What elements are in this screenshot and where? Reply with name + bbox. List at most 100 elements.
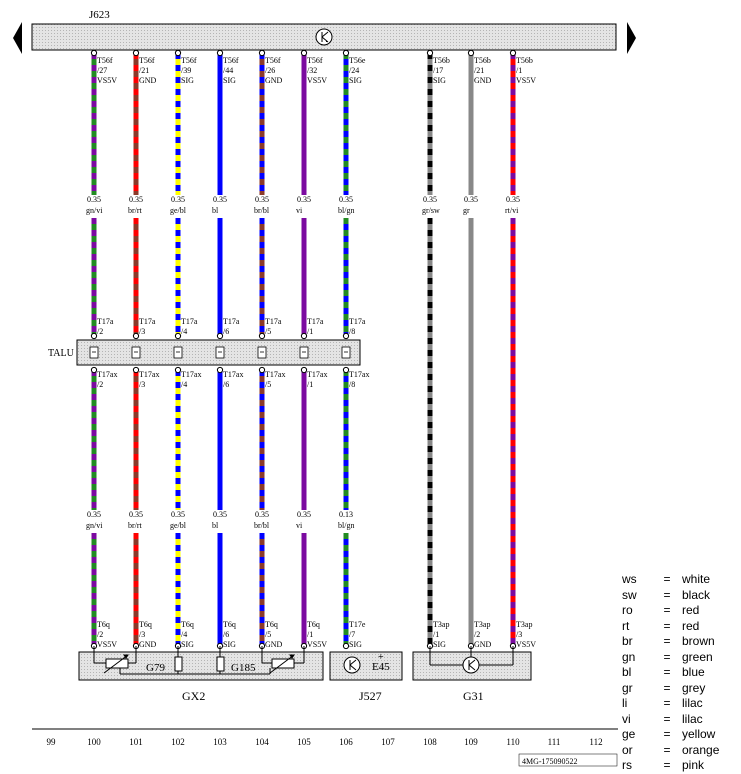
bottom-wire-color: br/bl [254, 521, 270, 530]
top-pin-label: GND [139, 76, 157, 85]
legend-equals: = [663, 711, 671, 726]
connector-pin [258, 332, 266, 340]
talu-terminal-icon [89, 346, 99, 359]
g31-sensor-icon [429, 646, 514, 674]
top-wire-color: br/bl [254, 206, 270, 215]
t17ax-pin-label: T17ax [181, 370, 201, 379]
legend-code: ro [622, 603, 633, 617]
bottom-pin-label: /2 [97, 630, 103, 639]
legend-row: ws = white [622, 572, 738, 588]
legend-color-name: pink [682, 758, 705, 772]
legend-row: rs = pink [622, 758, 738, 774]
top-pin-label: SIG [181, 76, 194, 85]
legend-equals: = [663, 696, 671, 710]
t17ax-pin-label: /3 [139, 380, 145, 389]
column-numbers: 99 100 101 102 103 104 105 106 107 108 109 110 111 11… [47, 737, 603, 747]
legend-equals: = [663, 572, 671, 586]
top-wire-color: ge/bl [170, 206, 187, 215]
color-legend: ws = white sw = black ro = red rt = red br = brown gn = g… [622, 572, 738, 774]
legend-row: rt = red [622, 619, 738, 635]
top-wire-gauge: 0.35 [87, 195, 101, 204]
bottom-wire-gauge: 0.35 [171, 510, 185, 519]
legend-row: gn = green [622, 650, 738, 666]
top-wire-color: gn/vi [86, 206, 103, 215]
legend-equals: = [663, 680, 671, 695]
connector-pin [509, 49, 517, 57]
legend-code: gn [622, 649, 636, 664]
legend-code: vi [622, 711, 631, 726]
top-wire-gauge: 0.35 [339, 195, 353, 204]
e45-label: E45 [372, 661, 390, 673]
connector-pin [216, 366, 224, 374]
bottom-pin-label: /1 [433, 630, 439, 639]
bottom-pin-label: T6q [139, 620, 152, 629]
t17a-pin-label: T17a [307, 317, 324, 326]
drawing-id: 4MG-175090522 [522, 757, 578, 766]
wire-col-105: T56f/32VS5V0.35viT17a/1T17ax/10.35viT6q/… [296, 49, 327, 650]
connector-pin [132, 366, 140, 374]
legend-color-name: brown [682, 634, 715, 648]
bottom-pin-label: T6q [265, 620, 278, 629]
column-number: 100 [87, 737, 101, 747]
legend-color-name: green [682, 649, 713, 664]
column-number: 104 [255, 737, 269, 747]
t17a-pin-label: /5 [265, 327, 271, 336]
g79-label: G79 [146, 662, 165, 674]
top-pin-label: T56f [139, 56, 155, 65]
t17ax-pin-label: T17ax [265, 370, 285, 379]
bottom-wire-color: bl/gn [338, 521, 354, 530]
top-wire-gauge: 0.35 [297, 195, 311, 204]
bottom-pin-label: GND [139, 640, 157, 649]
legend-code: rs [622, 758, 632, 772]
bottom-wire-color: ge/bl [170, 521, 187, 530]
bottom-pin-label: T6q [181, 620, 194, 629]
bottom-pin-label: /5 [265, 630, 271, 639]
bottom-pin-label: /7 [349, 630, 355, 639]
legend-equals: = [663, 649, 671, 664]
bottom-pin-label: /6 [223, 630, 229, 639]
connector-pin [174, 332, 182, 340]
column-number: 112 [589, 737, 602, 747]
top-wire-gauge: 0.35 [255, 195, 269, 204]
j527-component-box [329, 651, 403, 681]
wire-col-102: T56f/39SIG0.35ge/blT17a/4T17ax/40.35ge/b… [170, 49, 201, 650]
t17ax-pin-label: /5 [265, 380, 271, 389]
bottom-pin-label: SIG [349, 640, 362, 649]
t17ax-pin-label: T17ax [97, 370, 117, 379]
top-wire-gauge: 0.35 [464, 195, 478, 204]
column-number: 108 [423, 737, 437, 747]
connector-pin [216, 332, 224, 340]
connector-pin [216, 49, 224, 57]
talu-terminal-icon [257, 346, 267, 359]
top-pin-label: GND [265, 76, 283, 85]
t17ax-pin-label: T17ax [223, 370, 243, 379]
bottom-pin-label: SIG [181, 640, 194, 649]
connector-pin [342, 366, 350, 374]
top-wire-color: gr [463, 206, 470, 215]
column-number: 110 [506, 737, 520, 747]
top-pin-label: VS5V [516, 76, 536, 85]
top-pin-label: T56f [181, 56, 197, 65]
top-pin-label: T56f [223, 56, 239, 65]
g185-label: G185 [231, 662, 256, 674]
wire-col-104: T56f/26GND0.35br/blT17a/5T17ax/50.35br/b… [254, 49, 285, 650]
bottom-pin-label: T3ap [433, 620, 449, 629]
bottom-pin-label: /3 [139, 630, 145, 639]
top-pin-label: /32 [307, 66, 317, 75]
top-pin-label: T56f [265, 56, 281, 65]
top-wire-gauge: 0.35 [129, 195, 143, 204]
g79-sensor-icon [93, 646, 270, 675]
top-pin-label: /27 [97, 66, 107, 75]
legend-equals: = [663, 727, 671, 741]
top-pin-label: /24 [349, 66, 359, 75]
top-pin-label: /1 [516, 66, 522, 75]
t17a-pin-label: T17a [349, 317, 366, 326]
top-wire-color: rt/vi [505, 206, 519, 215]
connector-pin [300, 49, 308, 57]
legend-row: ro = red [622, 603, 738, 619]
top-pin-label: /21 [139, 66, 149, 75]
connector-pin [132, 49, 140, 57]
legend-equals: = [663, 665, 671, 679]
